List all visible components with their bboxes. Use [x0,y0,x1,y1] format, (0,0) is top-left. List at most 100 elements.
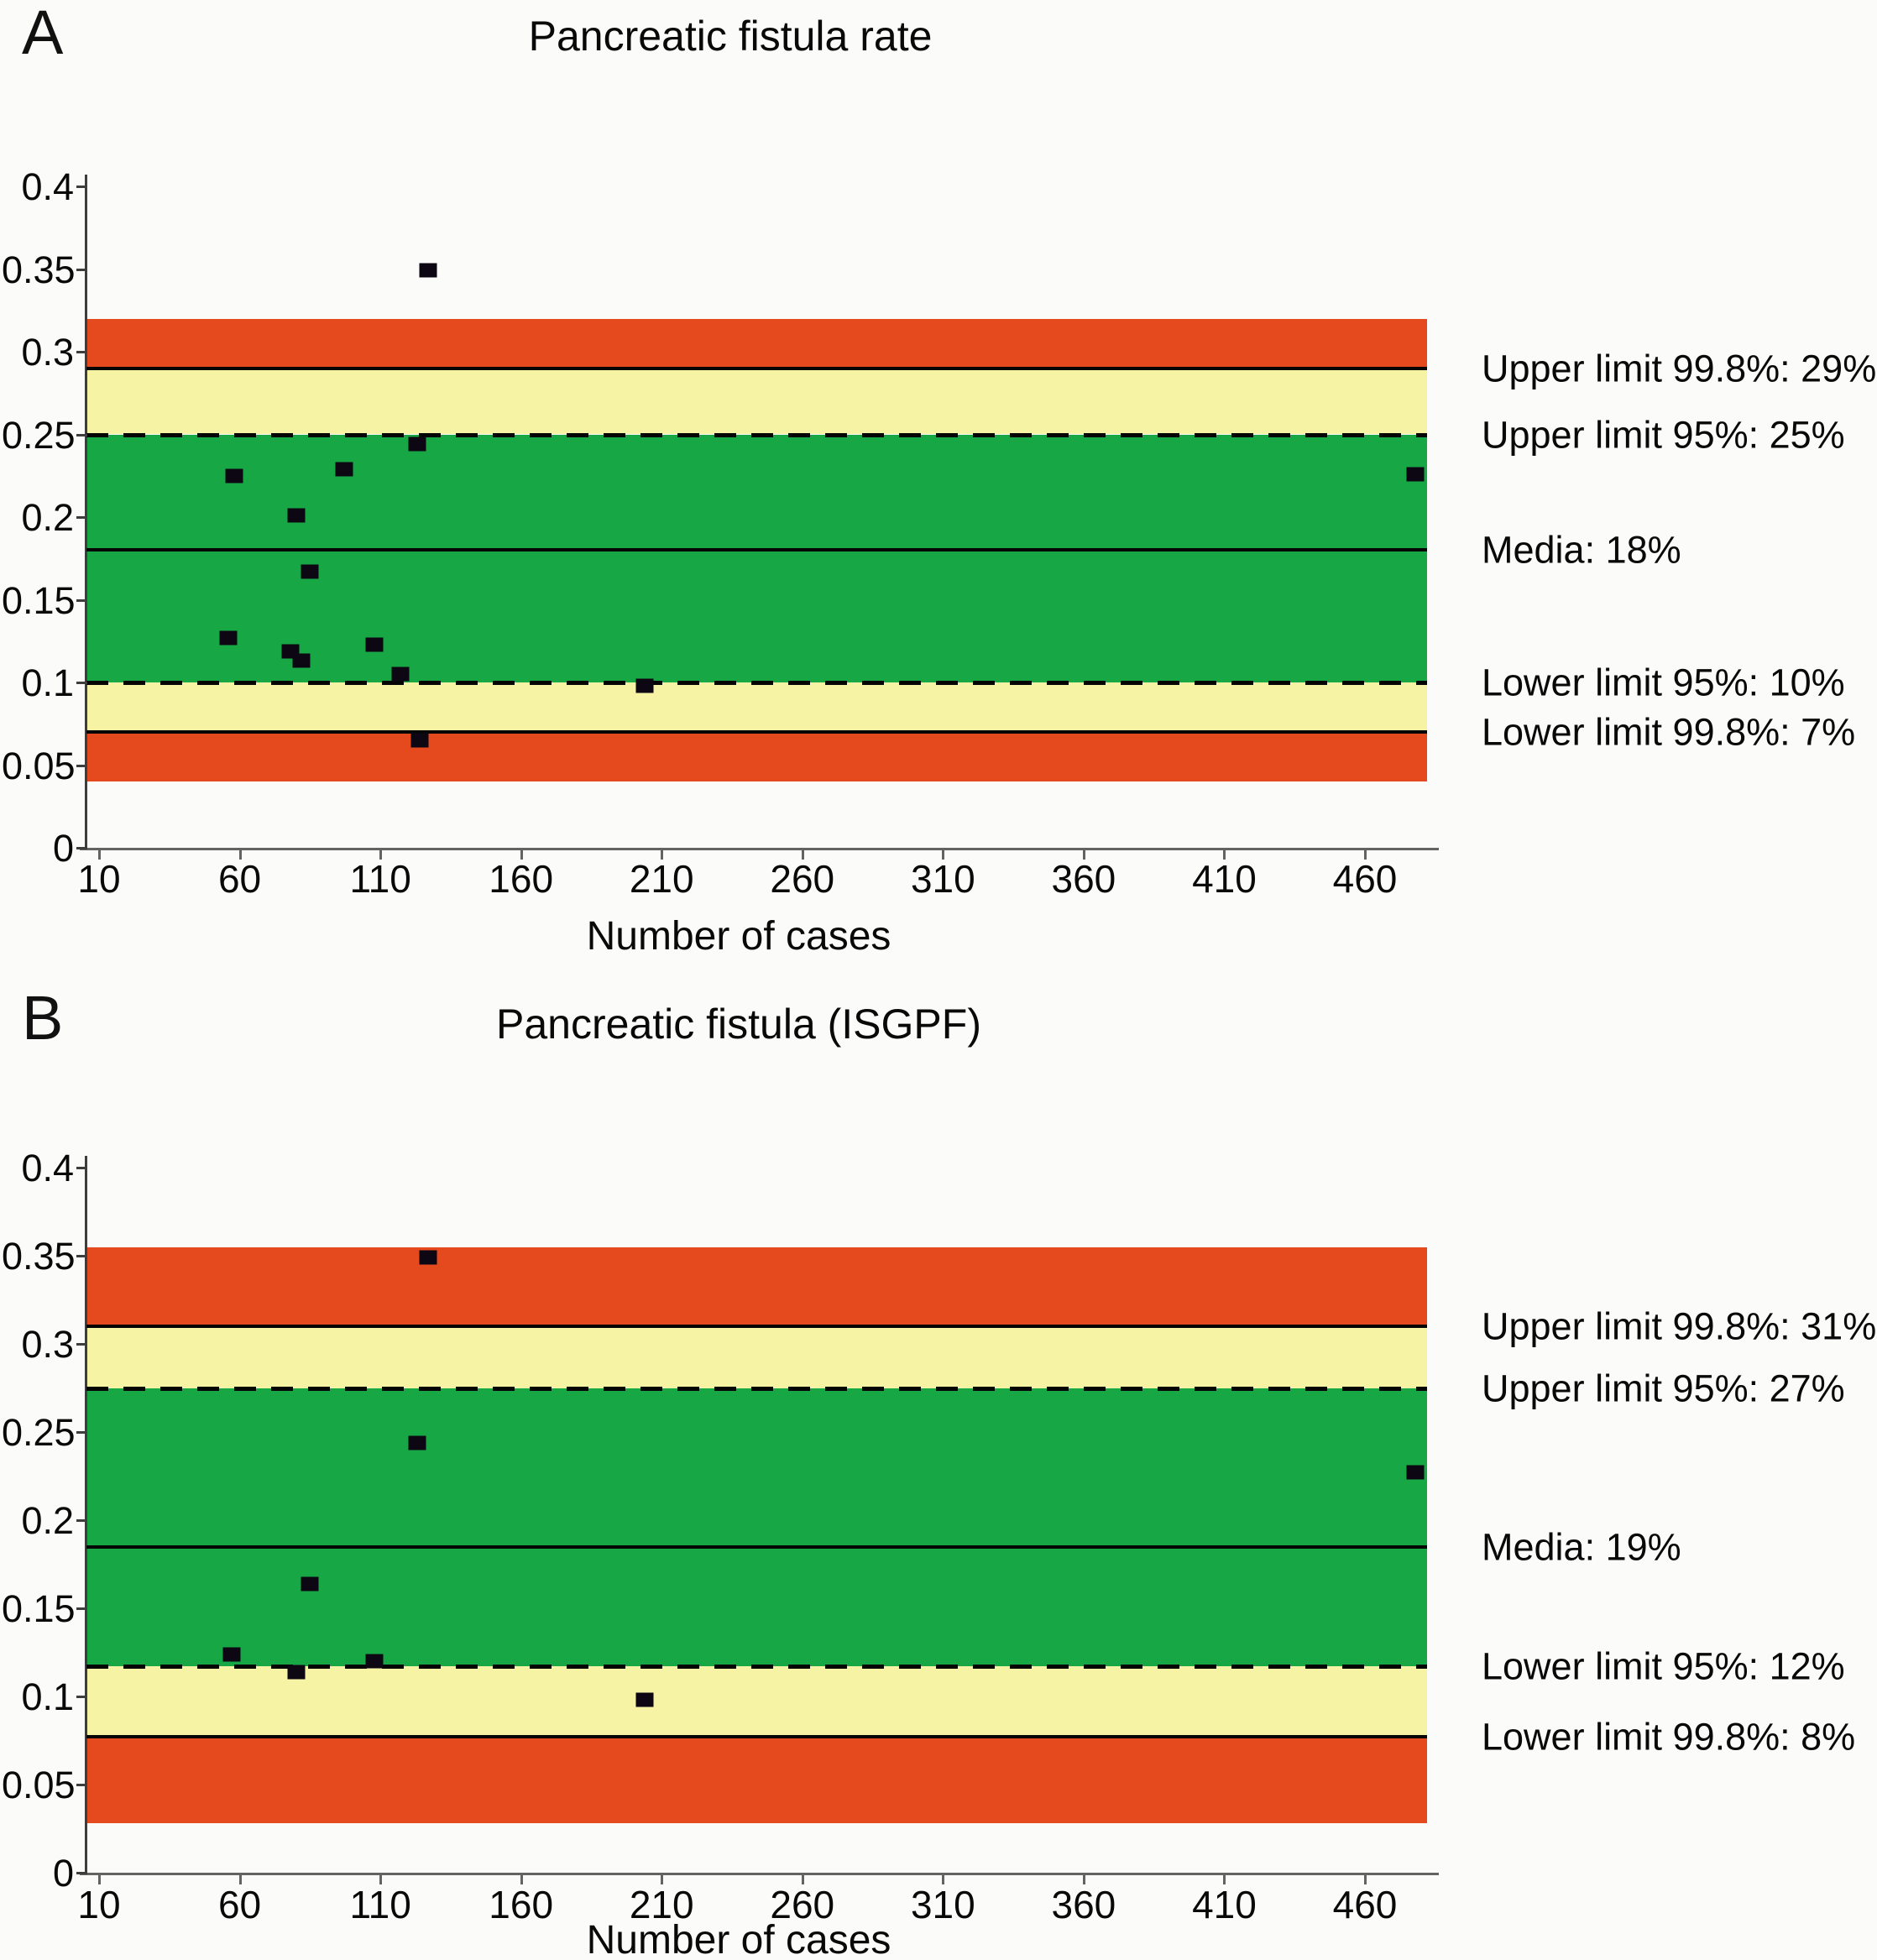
data-point [1406,467,1425,482]
band-green [86,434,1427,682]
y-tick-mark [76,1519,87,1522]
x-tick-label: 460 [1332,857,1398,901]
x-tick-label: 210 [629,1883,694,1926]
y-tick-mark [76,1607,87,1610]
limit-line-upper-95-limit [86,1386,1427,1391]
x-tick-label: 60 [217,1883,262,1926]
y-axis-line [85,1156,87,1874]
annotation-label: Lower limit 99.8%: 7% [1482,710,1856,754]
y-tick-label: 0.2 [21,496,74,539]
x-tick-mark [98,1874,101,1884]
annotation-label: Upper limit 95%: 25% [1482,412,1845,456]
x-tick-mark [1082,849,1085,860]
x-tick-mark [520,1874,523,1884]
y-tick-mark [76,268,87,271]
y-tick-label: 0.35 [2,248,76,291]
x-tick-label: 160 [489,857,554,901]
x-tick-label: 260 [770,857,835,901]
x-tick-label: 310 [910,1883,975,1926]
x-tick-mark [1223,849,1226,860]
y-tick-label: 0.4 [21,1147,74,1189]
x-tick-mark [1082,1874,1085,1884]
limit-line-upper-95-limit [86,432,1427,437]
data-point [222,1647,240,1662]
annotation-label: Media: 18% [1482,528,1681,572]
band-red [86,1247,1427,1326]
panel-b-title: Pancreatic fistula (ISGPF) [496,1001,981,1048]
y-tick-mark [76,682,87,684]
y-tick-label: 0.35 [2,1235,76,1278]
x-tick-label: 10 [77,857,121,901]
limit-line-lower-99.8-limit [86,730,1427,734]
y-tick-mark [76,1431,87,1434]
x-tick-mark [98,849,101,860]
x-tick-label: 210 [629,857,694,901]
data-point [419,263,437,278]
data-point [408,436,426,452]
y-tick-label: 0.15 [2,1587,76,1630]
annotation-label: Lower limit 95%: 12% [1482,1644,1845,1688]
band-red [86,1737,1427,1824]
annotation-label: Media: 19% [1482,1524,1681,1568]
x-tick-label: 360 [1051,1883,1116,1926]
data-point [365,1654,384,1669]
data-point [287,508,306,523]
y-tick-label: 0.4 [21,165,74,208]
y-tick-mark [76,351,87,353]
data-point [391,666,410,682]
data-point [225,468,243,483]
x-tick-mark [801,1874,804,1884]
y-tick-label: 0.3 [21,1323,74,1366]
x-tick-label: 410 [1192,1883,1257,1926]
y-tick-label: 0 [52,827,74,870]
band-yellow [86,1326,1427,1388]
data-point [419,1250,437,1265]
x-tick-mark [379,1874,383,1884]
y-tick-label: 0.2 [21,1499,74,1542]
x-tick-mark [520,849,523,860]
x-tick-label: 360 [1051,857,1116,901]
panel-a-title: Pancreatic fistula rate [528,13,933,60]
y-tick-label: 0 [52,1852,74,1895]
annotation-label: Lower limit 95%: 10% [1482,661,1845,704]
y-tick-mark [76,1784,87,1786]
y-tick-mark [76,1255,87,1257]
limit-line-lower-95-limit [86,681,1427,685]
y-tick-mark [76,598,87,602]
y-tick-label: 0.05 [2,1764,76,1806]
band-yellow [86,368,1427,435]
x-tick-label: 60 [217,857,262,901]
band-green [86,1388,1427,1667]
data-point [365,637,384,652]
y-axis-line [85,175,87,849]
limit-line-media [86,1544,1427,1549]
y-tick-mark [76,764,87,767]
data-point [292,653,311,668]
limit-line-upper-99.8-limit [86,366,1427,370]
band-red [86,732,1427,782]
x-tick-mark [801,849,804,860]
x-tick-mark [1223,1874,1226,1884]
y-tick-label: 0.1 [21,661,74,704]
x-tick-mark [942,1874,945,1884]
band-yellow [86,1666,1427,1738]
panel-b-x-axis-label: Number of cases [586,1918,891,1960]
y-tick-mark [76,433,87,436]
y-tick-label: 0.15 [2,578,76,622]
data-point [1406,1465,1425,1480]
panel-b-letter: B [22,983,64,1053]
x-tick-label: 460 [1332,1883,1398,1926]
data-point [335,462,353,477]
y-tick-mark [76,1872,87,1874]
data-point [408,1435,426,1450]
y-tick-label: 0.25 [2,413,76,457]
annotation-label: Upper limit 99.8%: 29% [1482,346,1877,389]
data-point [301,564,319,579]
x-axis-line [80,848,1439,850]
x-tick-label: 310 [910,857,975,901]
panel-a-x-axis-label: Number of cases [586,914,891,959]
x-tick-label: 10 [77,1883,121,1926]
y-tick-mark [76,186,87,188]
x-tick-label: 410 [1192,857,1257,901]
data-point [301,1576,319,1592]
